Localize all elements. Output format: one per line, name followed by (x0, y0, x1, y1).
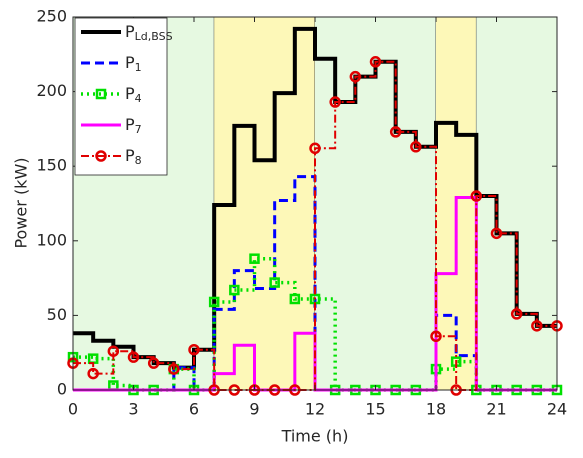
y-tick-label: 0 (57, 380, 67, 399)
marker (490, 227, 503, 240)
x-tick-label: 18 (426, 400, 446, 419)
marker (470, 190, 483, 202)
marker (249, 253, 260, 264)
legend-label: PLd,BSS (125, 22, 173, 44)
legend-name: P (125, 146, 135, 165)
legend-name: P (125, 84, 135, 103)
x-tick-label: 6 (189, 400, 199, 419)
legend-subscript: 8 (135, 154, 142, 167)
marker (531, 320, 543, 332)
series-line (73, 60, 557, 391)
legend-box (74, 17, 168, 176)
marker (349, 70, 362, 83)
marker (329, 96, 341, 108)
x-tick-label: 21 (486, 400, 506, 419)
marker (430, 330, 442, 343)
y-tick-label: 150 (36, 156, 67, 175)
y-tick-label: 100 (36, 230, 67, 249)
marker (188, 343, 200, 356)
marker (107, 345, 120, 357)
marker (389, 126, 402, 138)
x-axis-label: Time (h) (281, 427, 349, 446)
marker (309, 142, 321, 155)
legend-name: P (125, 22, 135, 41)
legend-label: P8 (125, 146, 142, 168)
y-tick-label: 200 (36, 81, 67, 100)
legend-name: P (125, 115, 135, 134)
legend-marker (95, 150, 107, 162)
y-tick-label: 50 (47, 305, 67, 324)
marker (208, 296, 220, 308)
x-tick-label: 0 (68, 400, 78, 419)
legend-label: P4 (125, 84, 142, 106)
x-tick-label: 12 (305, 400, 325, 419)
marker (229, 284, 240, 296)
marker (87, 367, 99, 380)
marker (168, 363, 180, 375)
x-tick-label: 15 (365, 400, 385, 419)
legend-marker (95, 88, 107, 100)
series-line (73, 175, 557, 392)
marker (369, 56, 382, 68)
x-tick-label: 9 (249, 400, 259, 419)
shaded-band (476, 17, 557, 390)
marker (510, 308, 523, 320)
y-tick-label: 250 (36, 7, 67, 26)
x-tick-label: 3 (128, 400, 138, 419)
marker (269, 277, 280, 288)
marker (289, 293, 301, 305)
legend-subscript: Ld,BSS (135, 30, 173, 43)
legend-subscript: 7 (135, 123, 142, 136)
legend-label: P1 (125, 53, 142, 75)
marker (127, 351, 140, 363)
marker (410, 141, 422, 153)
legend-name: P (125, 53, 135, 72)
legend-label: P7 (125, 115, 142, 137)
marker (147, 357, 160, 369)
y-axis-label: Power (kW) (12, 157, 31, 248)
legend-subscript: 4 (135, 92, 142, 105)
legend-subscript: 1 (135, 61, 142, 74)
x-tick-label: 24 (547, 400, 567, 419)
